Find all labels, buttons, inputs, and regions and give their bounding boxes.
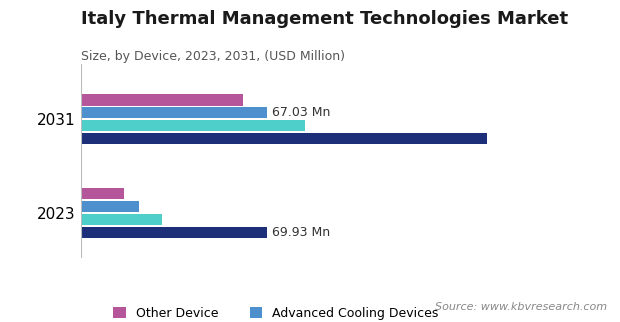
Bar (81, 94, 242, 106)
Bar (81, 227, 267, 238)
Text: Italy Thermal Management Technologies Market: Italy Thermal Management Technologies Ma… (81, 10, 568, 28)
Text: Size, by Device, 2023, 2031, (USD Million): Size, by Device, 2023, 2031, (USD Millio… (81, 50, 345, 63)
Text: 69.93 Mn: 69.93 Mn (272, 226, 330, 239)
Legend: Other Device, Advanced Cooling Devices: Other Device, Advanced Cooling Devices (108, 302, 443, 322)
Bar (81, 214, 162, 225)
Bar (81, 133, 487, 144)
Text: Source: www.kbvresearch.com: Source: www.kbvresearch.com (435, 302, 608, 312)
Bar (81, 120, 305, 131)
Bar (81, 107, 267, 118)
Bar (81, 188, 124, 199)
Text: 67.03 Mn: 67.03 Mn (272, 106, 331, 119)
Bar (81, 201, 139, 212)
